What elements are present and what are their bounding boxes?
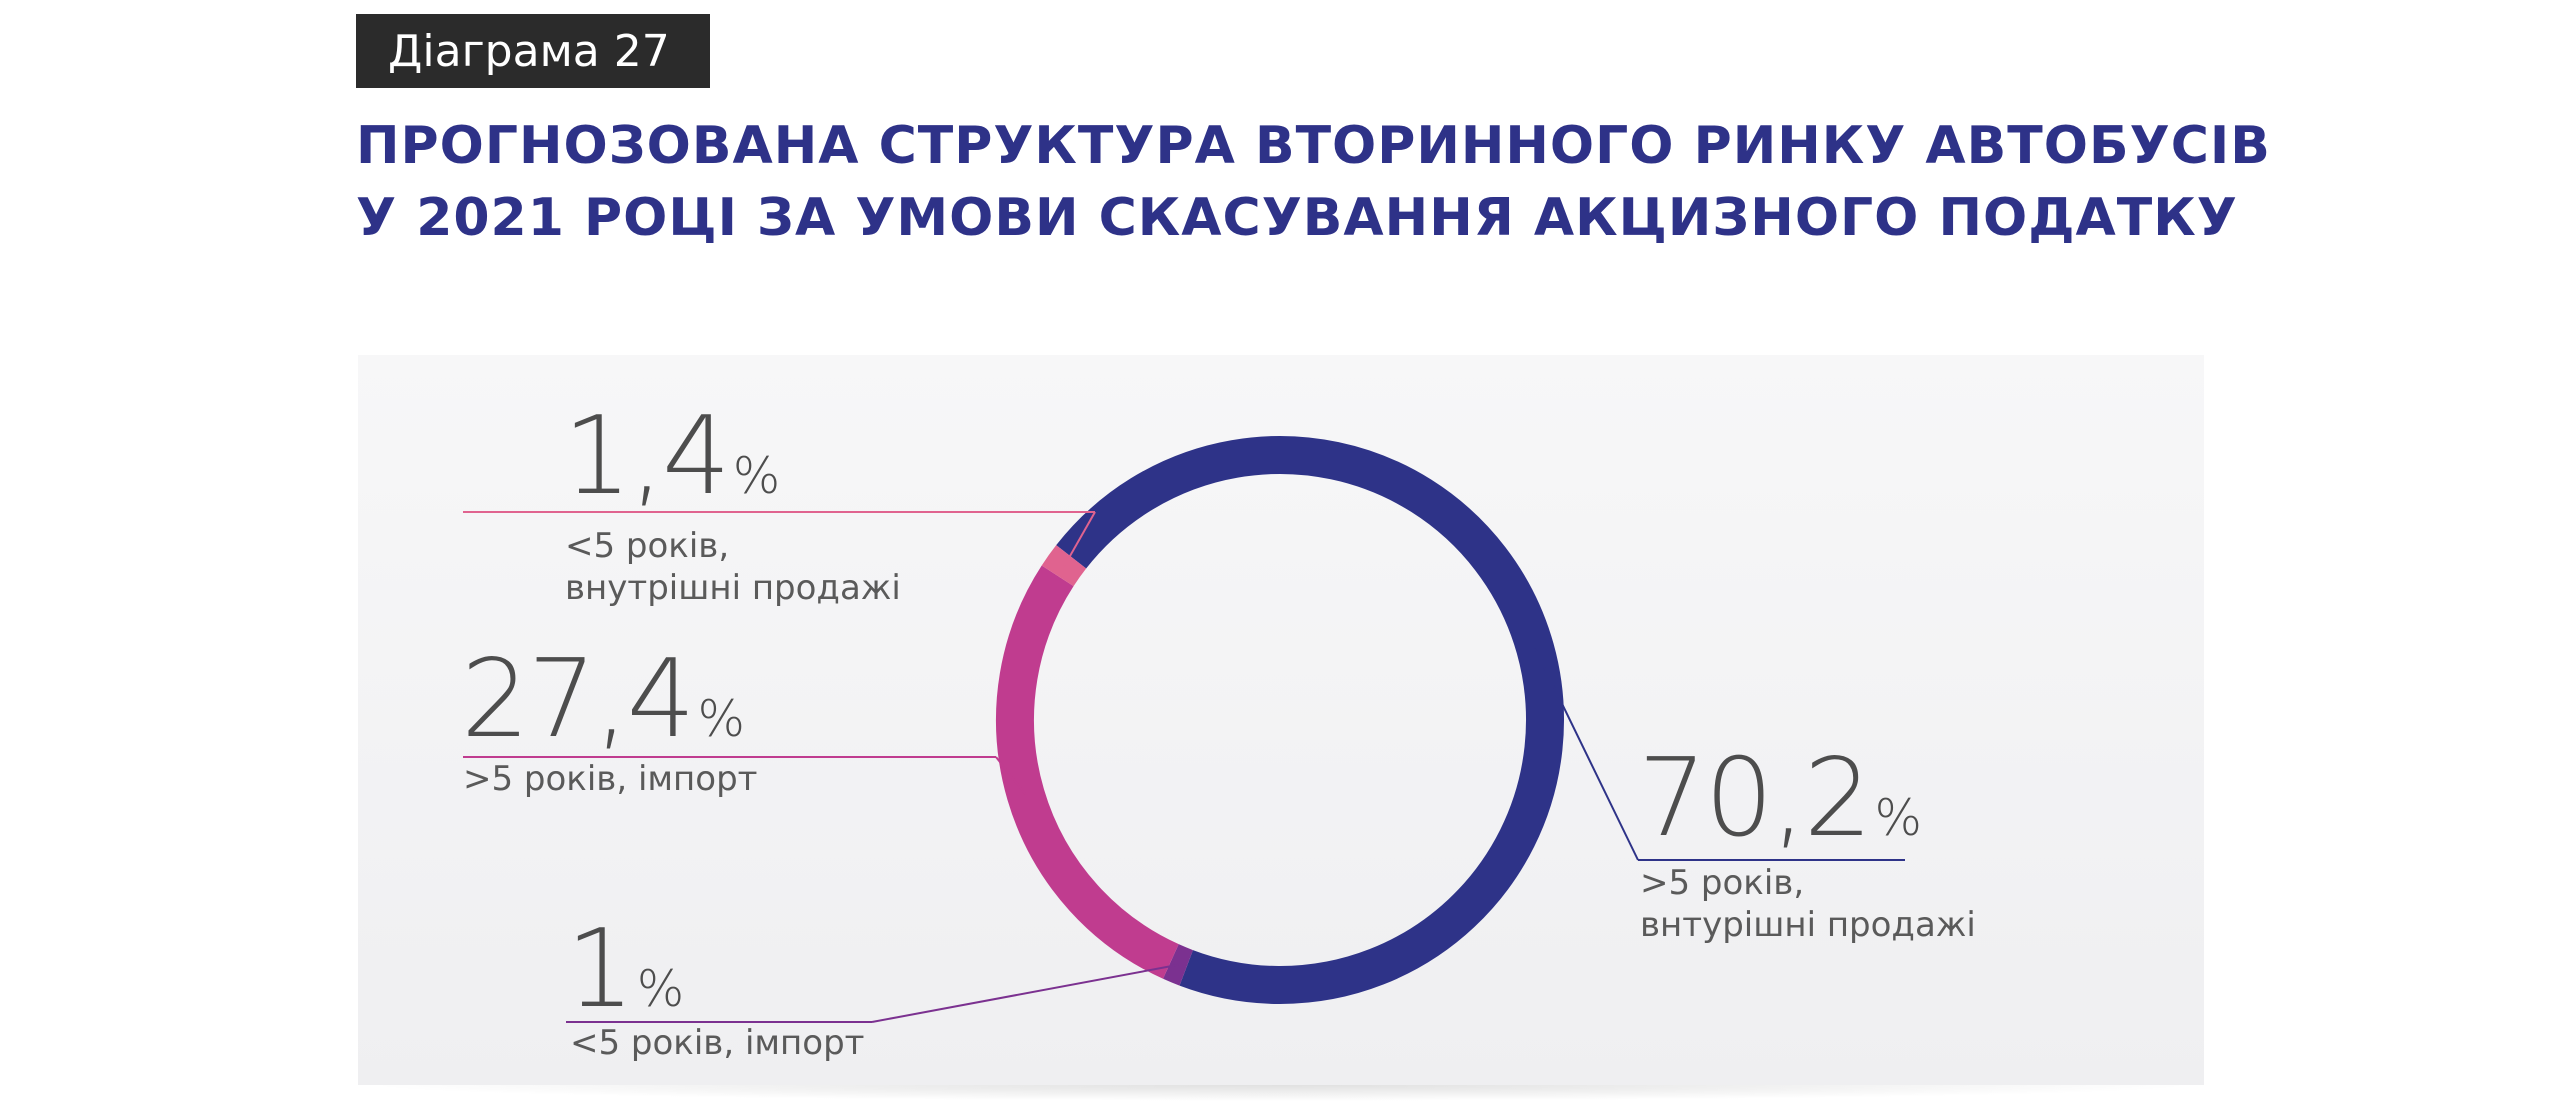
- slice-desc-0-line-2: внтурішні продажі: [1640, 905, 1976, 945]
- slice-label-2: 27,4%: [461, 646, 745, 754]
- slice-desc-3-line-2: внутрішні продажі: [565, 568, 901, 608]
- leader-connector-1: [871, 963, 1179, 1023]
- slice-label-0: 70,2%: [1638, 745, 1922, 853]
- slice-desc-0-line-1: >5 років,: [1640, 863, 1805, 903]
- chart-title-line-2: У 2021 РОЦІ ЗА УМОВИ СКАСУВАННЯ АКЦИЗНОГ…: [356, 188, 2238, 248]
- slice-desc-3: <5 років, внутрішні продажі: [565, 525, 901, 609]
- slice-value-0: 70,2: [1638, 736, 1872, 861]
- donut-slice-3: [1041, 545, 1087, 587]
- diagram-number-badge: Діаграма 27: [356, 14, 710, 88]
- leader-connector-3: [1063, 511, 1096, 567]
- donut-slice-0: [1056, 436, 1564, 1004]
- slice-desc-0: >5 років, внтурішні продажі: [1640, 862, 1976, 946]
- panel-shadow: [358, 1085, 2204, 1101]
- slice-desc-2: >5 років, імпорт: [463, 758, 757, 800]
- percent-sign-0: %: [1874, 789, 1922, 847]
- slice-desc-1-line-1: <5 років, імпорт: [570, 1023, 865, 1063]
- slice-value-1: 1: [566, 907, 635, 1032]
- slice-desc-2-line-1: >5 років, імпорт: [463, 759, 758, 799]
- slice-value-2: 27,4: [461, 637, 695, 762]
- slice-desc-1: <5 років, імпорт: [570, 1022, 864, 1064]
- chart-title-line-1: ПРОГНОЗОВАНА СТРУКТУРА ВТОРИННОГО РИНКУ …: [356, 116, 2271, 176]
- slice-desc-3-line-1: <5 років,: [565, 526, 730, 566]
- slice-value-3: 1,4: [563, 394, 731, 519]
- leader-connector-0: [1534, 648, 1639, 861]
- slice-label-3: 1,4%: [563, 403, 780, 511]
- percent-sign-3: %: [732, 447, 781, 505]
- donut-slice-1: [1163, 944, 1194, 986]
- leader-connector-2: [995, 756, 1027, 796]
- percent-sign-2: %: [697, 690, 745, 748]
- percent-sign-1: %: [636, 960, 685, 1018]
- chart-title: ПРОГНОЗОВАНА СТРУКТУРА ВТОРИННОГО РИНКУ …: [356, 110, 2271, 254]
- donut-slice-2: [996, 565, 1179, 979]
- slice-label-1: 1%: [566, 916, 684, 1024]
- chart-panel: [358, 355, 2204, 1085]
